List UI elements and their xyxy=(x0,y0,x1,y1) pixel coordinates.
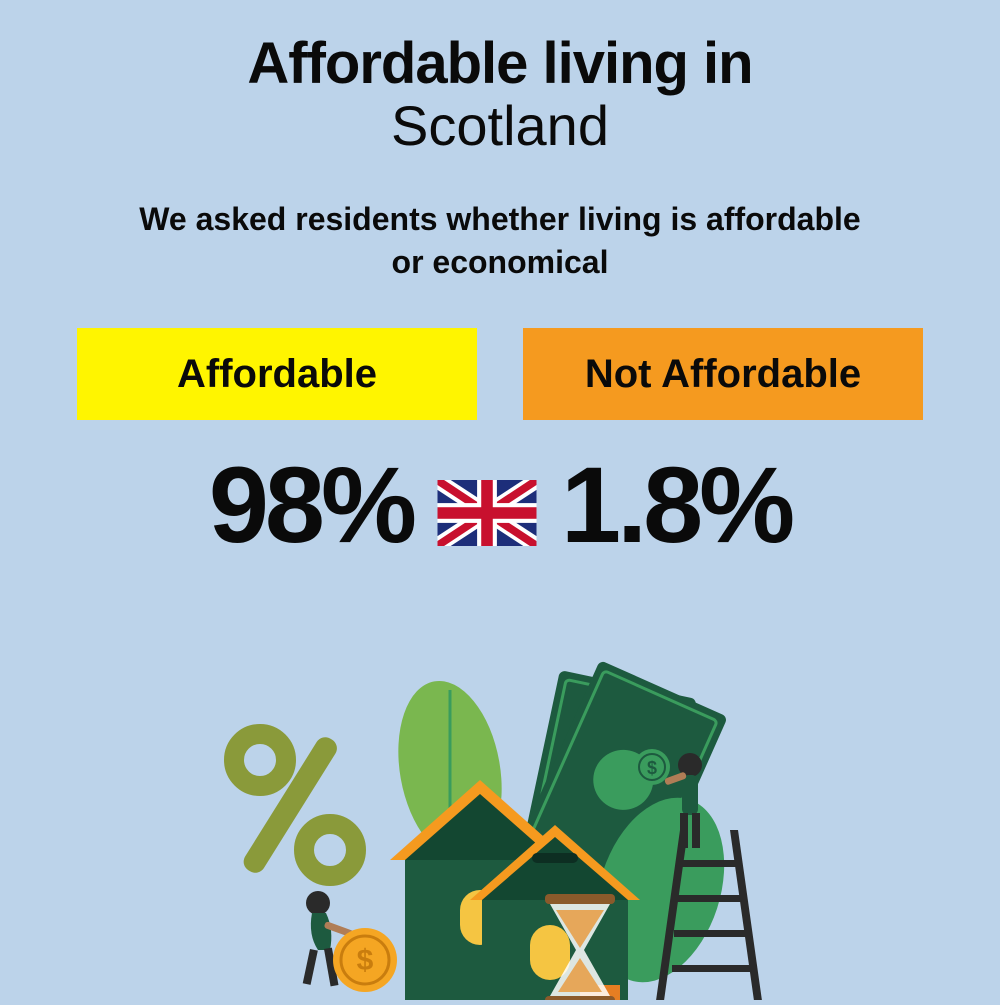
affordable-box: Affordable xyxy=(77,328,477,420)
not-affordable-box: Not Affordable xyxy=(523,328,923,420)
housing-illustration: $ $ xyxy=(190,660,810,1000)
uk-flag-icon xyxy=(437,480,537,546)
svg-text:$: $ xyxy=(357,944,374,977)
affordable-percent: 98% xyxy=(209,442,413,567)
stats-row: 98% 1.8% xyxy=(209,442,791,567)
category-boxes: Affordable Not Affordable xyxy=(0,328,1000,420)
percent-icon xyxy=(234,733,356,876)
affordable-label: Affordable xyxy=(177,352,377,397)
svg-text:$: $ xyxy=(647,758,657,778)
infographic-container: Affordable living in Scotland We asked r… xyxy=(0,0,1000,1000)
not-affordable-label: Not Affordable xyxy=(585,352,861,397)
title-line2: Scotland xyxy=(391,93,609,158)
title-line1: Affordable living in xyxy=(247,30,752,97)
not-affordable-percent: 1.8% xyxy=(561,442,791,567)
subtitle: We asked residents whether living is aff… xyxy=(120,198,880,284)
coin-icon: $ xyxy=(333,928,397,992)
